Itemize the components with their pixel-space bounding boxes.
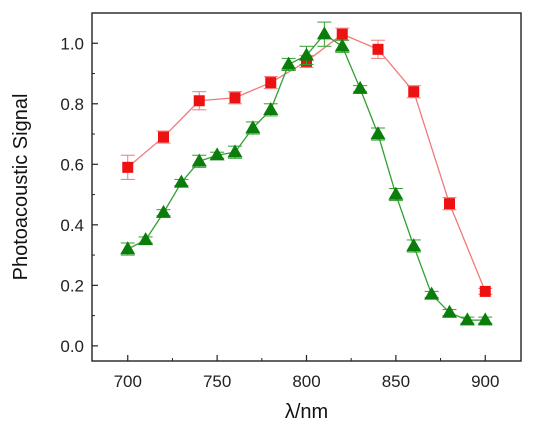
data-point-triangle bbox=[191, 153, 207, 167]
data-point-triangle bbox=[406, 238, 422, 252]
data-point-triangle bbox=[120, 241, 136, 255]
y-tick-label-0.4: 0.4 bbox=[60, 216, 84, 235]
data-point-triangle bbox=[245, 120, 261, 134]
data-point-square bbox=[265, 77, 277, 89]
data-point-square bbox=[372, 43, 384, 55]
data-point-square bbox=[479, 285, 491, 297]
data-point-triangle bbox=[334, 38, 350, 52]
axes-layer: 700 750 800 850 900 0.0 0.2 0.4 0.6 0.8 1.0 bbox=[60, 34, 499, 391]
data-point-square bbox=[122, 161, 134, 173]
data-point-triangle bbox=[459, 312, 475, 326]
data-point-triangle bbox=[352, 80, 368, 94]
x-tick-label-850: 850 bbox=[382, 372, 410, 391]
data-point-square bbox=[408, 86, 420, 98]
x-tick-label-700: 700 bbox=[114, 372, 142, 391]
series-layer bbox=[120, 21, 493, 326]
y-axis-label: Photoacoustic Signal bbox=[10, 94, 32, 281]
y-tick-label-1: 1.0 bbox=[60, 34, 84, 53]
data-point-square bbox=[229, 92, 241, 104]
x-tick-label-800: 800 bbox=[292, 372, 320, 391]
data-point-triangle bbox=[299, 47, 314, 61]
data-point-square bbox=[444, 198, 455, 210]
data-point-triangle bbox=[424, 286, 440, 300]
data-point-triangle bbox=[442, 304, 457, 318]
x-tick-label-750: 750 bbox=[203, 372, 231, 391]
data-point-triangle bbox=[156, 204, 171, 218]
data-point-triangle bbox=[263, 102, 279, 116]
series-line-square bbox=[127, 33, 486, 292]
data-point-triangle bbox=[227, 144, 243, 158]
y-tick-label-0.8: 0.8 bbox=[60, 95, 84, 114]
x-axis-label: λ/nm bbox=[285, 401, 328, 423]
data-point-triangle bbox=[173, 174, 189, 188]
y-tick-label-0.6: 0.6 bbox=[60, 155, 84, 174]
data-point-triangle bbox=[138, 232, 154, 246]
series-square bbox=[120, 27, 493, 297]
data-point-square bbox=[158, 131, 169, 143]
y-tick-label-0: 0.0 bbox=[60, 337, 84, 356]
data-point-square bbox=[336, 28, 348, 40]
data-point-triangle bbox=[316, 26, 332, 40]
data-point-triangle bbox=[388, 186, 404, 200]
series-triangle bbox=[120, 21, 493, 326]
data-point-triangle bbox=[281, 56, 297, 70]
data-point-triangle bbox=[209, 147, 225, 161]
data-point-square bbox=[193, 95, 205, 107]
data-point-triangle bbox=[477, 312, 493, 326]
x-tick-label-900: 900 bbox=[471, 372, 499, 391]
y-tick-label-0.2: 0.2 bbox=[60, 276, 84, 295]
data-point-triangle bbox=[370, 126, 386, 140]
